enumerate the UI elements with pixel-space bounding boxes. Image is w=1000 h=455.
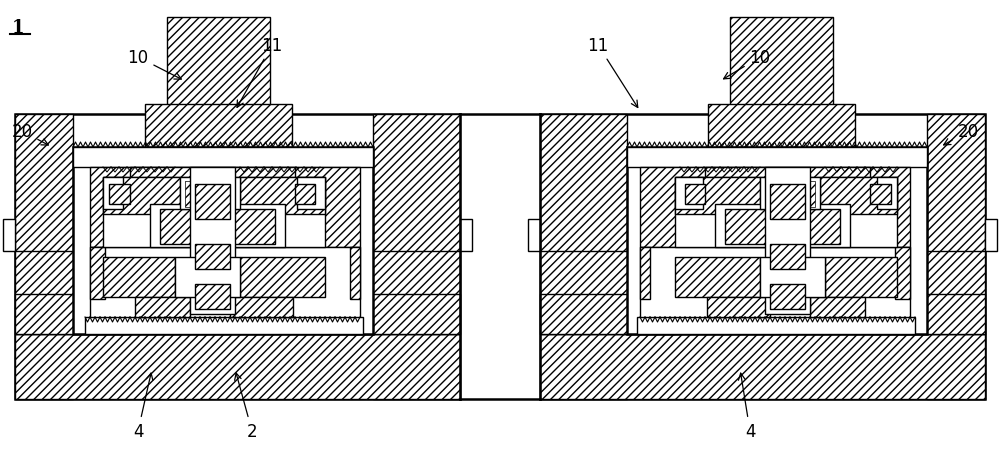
Text: 11: 11 (237, 37, 283, 108)
Bar (230, 298, 293, 317)
Bar (109, 185, 130, 205)
Bar (627, 148, 927, 167)
Bar (350, 252, 460, 334)
Bar (103, 258, 175, 298)
Bar (297, 177, 325, 210)
Bar (640, 248, 910, 319)
Bar (373, 115, 460, 399)
Bar (135, 298, 190, 317)
Bar (195, 244, 230, 269)
Bar (765, 167, 810, 314)
Bar (90, 248, 105, 299)
Bar (685, 185, 705, 205)
Bar (765, 182, 815, 207)
Bar (770, 185, 805, 219)
Bar (627, 148, 927, 334)
Bar (190, 167, 235, 314)
Bar (675, 258, 760, 298)
Bar (675, 177, 897, 248)
Text: 11: 11 (587, 37, 638, 108)
Bar (675, 177, 703, 210)
Bar (15, 115, 460, 399)
Bar (825, 258, 897, 298)
Bar (73, 148, 373, 167)
Bar (707, 298, 770, 317)
Bar (15, 115, 73, 399)
Bar (15, 252, 100, 334)
Bar (15, 294, 125, 334)
Bar (167, 18, 270, 118)
Bar (820, 177, 897, 214)
Text: 4: 4 (738, 373, 755, 440)
Bar (150, 205, 285, 248)
Bar (85, 317, 363, 334)
Bar (90, 248, 360, 319)
Bar (73, 148, 373, 334)
Bar (877, 177, 897, 210)
Bar (460, 115, 540, 399)
Bar (725, 210, 770, 244)
Text: 20: 20 (11, 123, 48, 146)
Bar (145, 105, 292, 148)
Bar (770, 244, 805, 269)
Bar (15, 334, 460, 399)
Bar (760, 258, 825, 298)
Bar (770, 284, 805, 309)
Bar (175, 258, 240, 298)
Bar (760, 177, 820, 210)
Bar (160, 210, 230, 244)
Bar (675, 177, 760, 214)
Text: 4: 4 (133, 373, 153, 440)
Text: 1: 1 (12, 19, 24, 37)
Bar (540, 252, 650, 334)
Bar (230, 210, 275, 244)
Bar (810, 298, 865, 317)
Bar (103, 177, 325, 248)
Text: 20: 20 (944, 123, 979, 146)
Bar (637, 317, 915, 334)
Bar (705, 167, 870, 258)
Bar (90, 167, 360, 248)
Bar (540, 294, 675, 334)
Bar (708, 105, 855, 148)
Bar (528, 219, 540, 252)
Bar (195, 185, 230, 219)
Bar (875, 294, 985, 334)
Bar (3, 219, 15, 252)
Bar (895, 248, 910, 299)
Bar (985, 219, 997, 252)
Bar (770, 210, 840, 244)
Bar (130, 167, 295, 258)
Text: 2: 2 (235, 373, 257, 440)
Bar (350, 248, 360, 299)
Bar (715, 205, 850, 248)
Bar (460, 219, 472, 252)
Bar (540, 115, 627, 399)
Bar (180, 177, 240, 210)
Bar (540, 334, 985, 399)
Bar (640, 248, 650, 299)
Bar (240, 258, 325, 298)
Bar (540, 115, 985, 399)
Bar (103, 177, 180, 214)
Bar (927, 115, 985, 399)
Bar (185, 182, 235, 207)
Text: 10: 10 (724, 49, 771, 80)
Bar (640, 167, 910, 248)
Bar (295, 185, 315, 205)
Bar (900, 252, 985, 334)
Text: 10: 10 (127, 49, 181, 80)
Bar (870, 185, 891, 205)
Bar (325, 294, 460, 334)
Bar (195, 284, 230, 309)
Bar (730, 18, 833, 118)
Bar (240, 177, 325, 214)
Bar (103, 177, 123, 210)
